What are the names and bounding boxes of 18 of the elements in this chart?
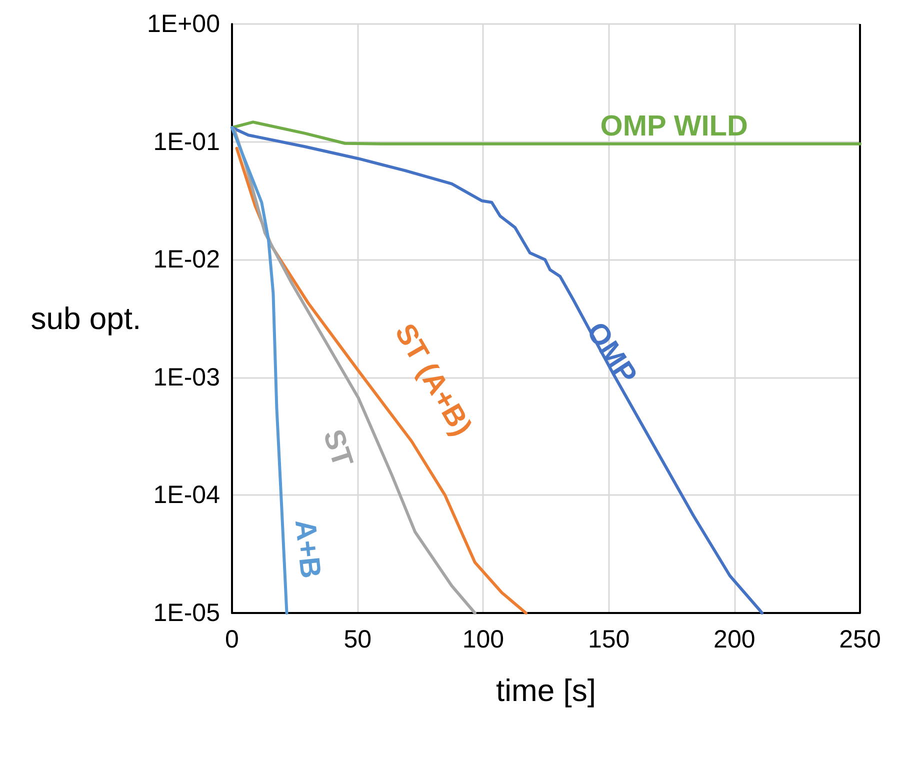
x-tick-label: 50: [344, 626, 372, 654]
series-label: OMP WILD: [600, 110, 748, 142]
y-tick-label: 1E-04: [153, 481, 220, 510]
x-tick-label: 200: [714, 626, 756, 654]
x-tick-label: 100: [462, 626, 504, 654]
x-tick-label: 0: [225, 626, 239, 654]
x-tick-label: 150: [588, 626, 630, 654]
y-tick-label: 1E-05: [153, 599, 220, 627]
line-series: [230, 126, 288, 614]
y-tick-label: 1E-01: [153, 128, 220, 156]
text: A+B: [288, 518, 326, 580]
x-axis-title: time [s]: [496, 673, 596, 708]
y-tick-label: 1E-03: [153, 363, 220, 392]
text: ST: [316, 426, 359, 472]
x-tick-label: 250: [839, 626, 881, 654]
y-tick-label: 1E+00: [147, 10, 220, 38]
y-axis-title: sub opt.: [30, 301, 142, 336]
y-tick-label: 1E-02: [153, 246, 220, 274]
